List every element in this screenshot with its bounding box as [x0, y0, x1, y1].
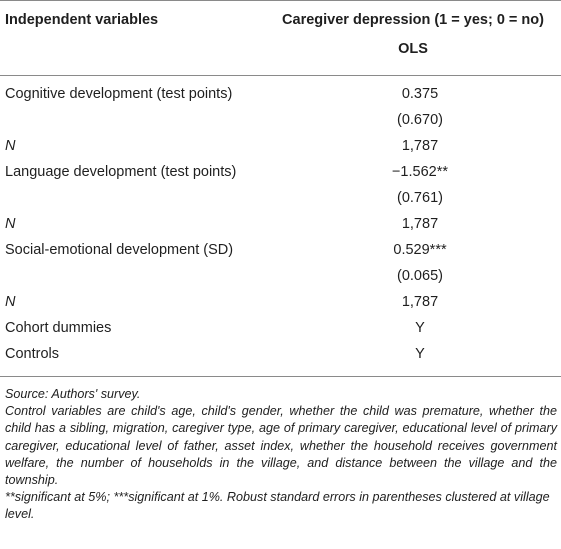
row-label: Cognitive development (test points)	[5, 86, 233, 102]
table-row: Controls Y	[0, 346, 561, 372]
bottom-rule	[0, 376, 561, 377]
header-row-2: OLS	[0, 41, 561, 67]
row-value: 0.529***	[393, 242, 447, 258]
row-value: (0.761)	[397, 190, 443, 206]
row-value: Y	[415, 346, 425, 362]
header-row-1: Independent variables Caregiver depressi…	[0, 12, 561, 38]
row-label: Cohort dummies	[5, 320, 112, 336]
row-label-n: N	[5, 294, 16, 310]
header-independent-variables: Independent variables	[5, 12, 159, 28]
controls-note: Control variables are child's age, child…	[5, 404, 557, 488]
row-value: (0.670)	[397, 112, 443, 128]
table-row: N 1,787	[0, 294, 561, 320]
header-caregiver-depression: Caregiver depression (1 = yes; 0 = no)	[282, 12, 544, 28]
row-value: 1,787	[401, 216, 439, 232]
table-row: Cohort dummies Y	[0, 320, 561, 346]
table-row: Social-emotional development (SD) 0.529*…	[0, 242, 561, 268]
row-label: Language development (test points)	[5, 164, 237, 180]
row-label: Social-emotional development (SD)	[5, 242, 234, 258]
table-row: Language development (test points) −1.56…	[0, 164, 561, 190]
top-rule	[0, 0, 561, 1]
row-label: Controls	[5, 346, 59, 362]
table-row: N 1,787	[0, 216, 561, 242]
row-label-n: N	[5, 138, 16, 154]
row-value: 1,787	[401, 138, 439, 154]
table-row: N 1,787	[0, 138, 561, 164]
row-label-n: N	[5, 216, 16, 232]
row-value: 1,787	[401, 294, 439, 310]
header-rule	[0, 75, 561, 76]
table-notes: Source: Authors' survey. Control variabl…	[5, 386, 557, 524]
row-value: (0.065)	[397, 268, 443, 284]
row-value: 0.375	[401, 86, 439, 102]
row-value: Y	[415, 320, 425, 336]
header-ols: OLS	[398, 41, 428, 57]
row-value: −1.562**	[391, 164, 449, 180]
source-note: Source: Authors' survey.	[5, 387, 141, 401]
table-row: Cognitive development (test points) 0.37…	[0, 86, 561, 112]
table-row: (0.670)	[0, 112, 561, 138]
table-row: (0.761)	[0, 190, 561, 216]
significance-note: **significant at 5%; ***significant at 1…	[5, 490, 550, 522]
table-row: (0.065)	[0, 268, 561, 294]
